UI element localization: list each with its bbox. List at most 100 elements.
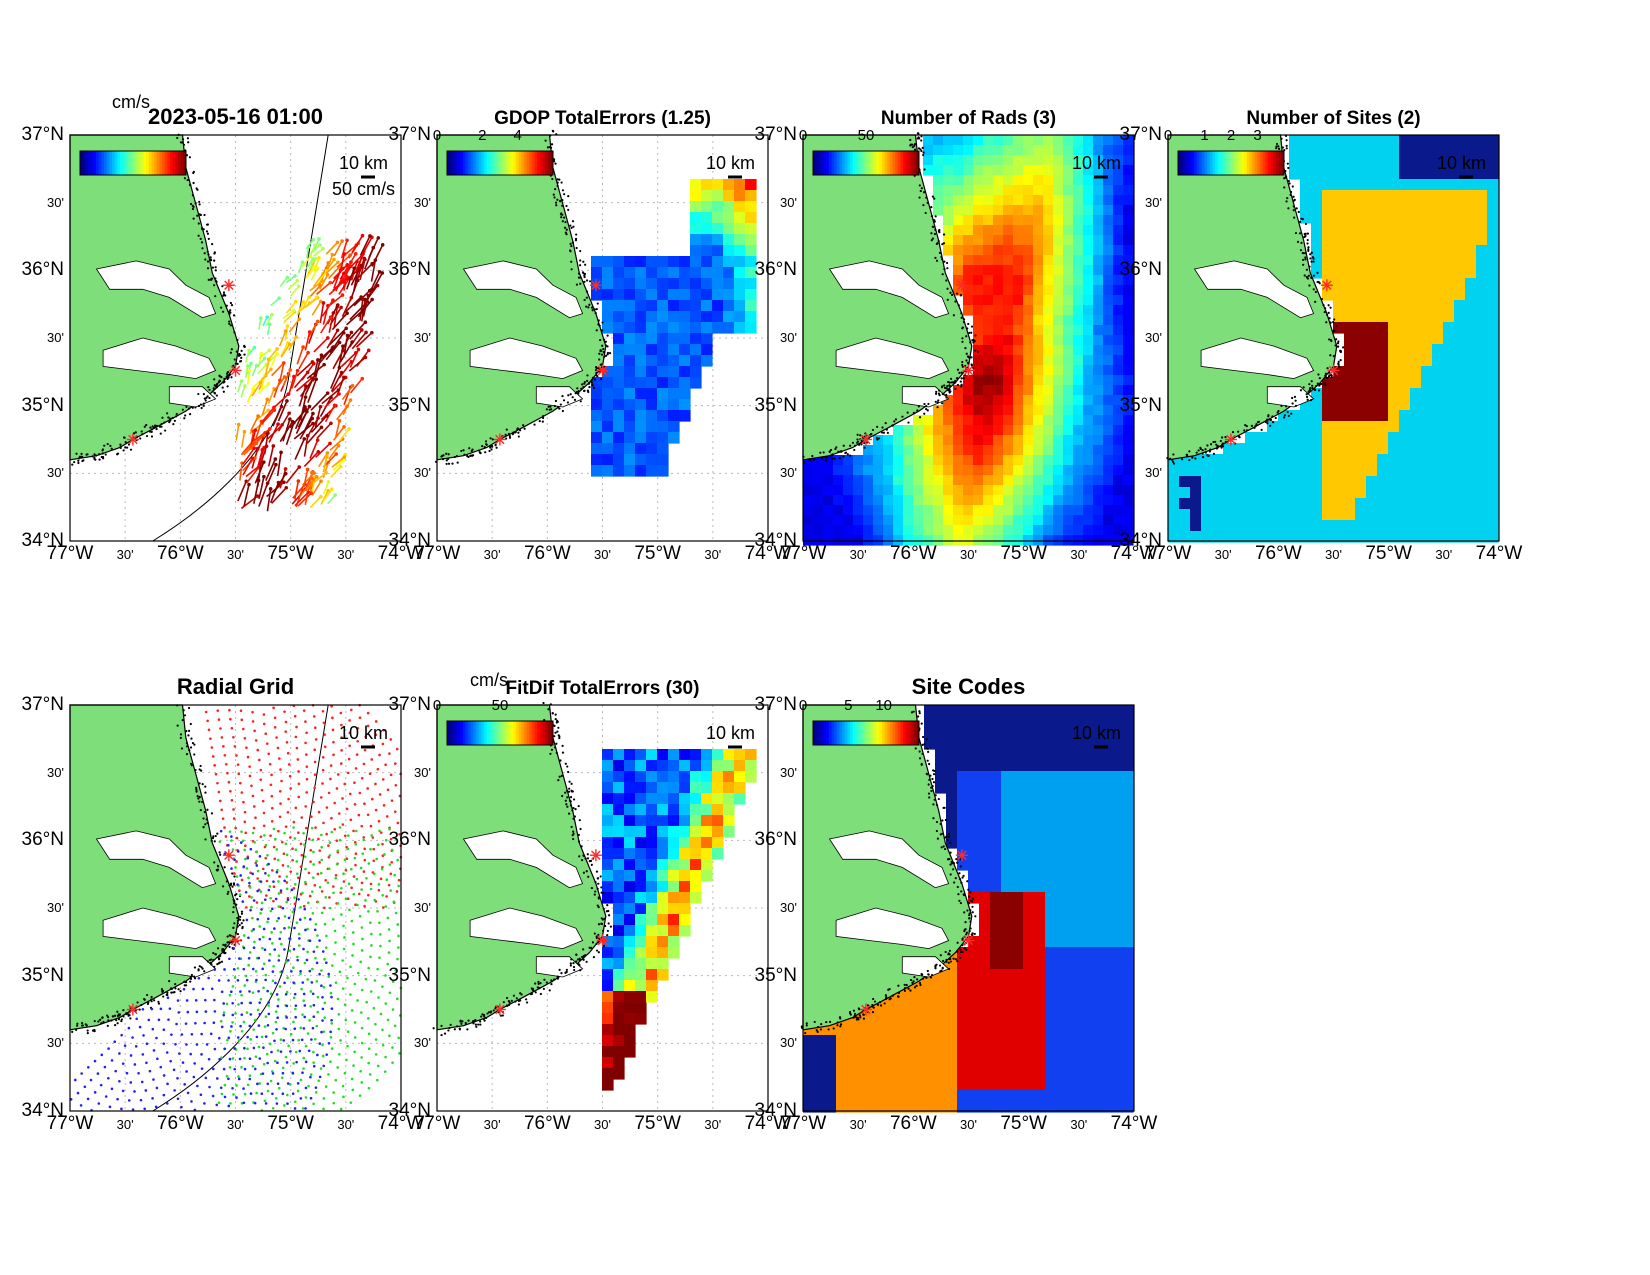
lon-tick-label: 76°W [523,1113,571,1134]
lon-tick-label: 30' [960,547,977,562]
lat-tick-label: 36°N [21,259,64,281]
colorbar-tick: 50 [491,697,509,714]
lat-tick-label: 36°N [21,829,64,851]
map-gdop [434,129,769,542]
radar-site-marker [493,1003,506,1016]
vector-scale-label: 50 cm/s [332,179,396,199]
colorbar [446,150,554,176]
units-label-fitdif: cm/s [470,670,508,690]
lon-tick-label: 30' [227,547,244,562]
lon-tick-label: 75°W [1365,543,1412,564]
colorbar-tick: 0 [798,127,808,144]
radar-site-marker [859,433,872,446]
lon-tick-label: 30' [1325,547,1342,562]
lat-tick-label: 30' [414,330,431,345]
lat-tick-label: 34°N [21,530,64,551]
colorbar-tick: 1 [1200,127,1209,144]
lon-tick-label: 76°W [1254,543,1302,564]
panel-title-nsites: Number of Sites (2) [1246,108,1421,129]
radar-site-marker [229,934,242,947]
lon-tick-label: 30' [960,1117,977,1132]
lat-tick-label: 30' [414,1035,431,1051]
lat-tick-label: 37°N [754,694,797,715]
lat-tick-label: 35°N [388,394,431,416]
radar-site-marker [962,934,975,947]
lat-tick-label: 30' [47,764,64,780]
lon-tick-label: 77°W [46,1113,94,1134]
colorbar [812,720,920,746]
lon-tick-label: 77°W [413,543,461,564]
radar-site-marker [1327,364,1340,377]
lat-tick-label: 37°N [21,124,64,145]
lat-tick-label: 34°N [388,530,431,551]
lat-tick-label: 36°N [1119,259,1162,281]
lon-tick-label: 77°W [779,543,827,564]
lon-tick-label: 75°W [1000,1113,1047,1134]
radar-site-marker [493,433,506,446]
lat-tick-label: 34°N [21,1100,64,1121]
colorbar-tick: 0 [798,697,808,714]
lon-tick-label: 74°W [1110,1113,1158,1134]
lat-tick-label: 34°N [1119,530,1162,551]
lon-tick-label: 75°W [267,1113,314,1134]
lat-tick-label: 36°N [388,829,431,851]
scale-bar-label: 10 km [1072,723,1122,743]
lon-tick-label: 75°W [634,543,681,564]
panel-title-fitdif: FitDif TotalErrors (30) [505,678,700,699]
lat-tick-label: 30' [780,465,797,481]
lat-tick-label: 30' [1145,465,1162,481]
lon-tick-label: 77°W [779,1113,827,1134]
lat-tick-label: 30' [1145,194,1162,210]
map-radial-grid [69,703,403,1112]
lat-tick-label: 30' [780,1035,797,1051]
lat-tick-label: 30' [1145,330,1162,345]
colorbar-tick: 3 [1253,127,1262,144]
scale-bar-label: 10 km [1072,153,1122,173]
colorbar-tick: 0 [432,697,442,714]
lat-tick-label: 35°N [21,394,64,416]
lat-tick-label: 30' [414,465,431,481]
lat-tick-label: 35°N [754,964,797,986]
radar-site-marker [955,849,968,862]
radar-site-marker [1320,279,1333,292]
lon-tick-label: 30' [483,547,501,562]
lon-tick-label: 30' [849,1117,867,1132]
lon-tick-label: 77°W [46,543,94,564]
panel-title-radial-grid: Radial Grid [176,674,295,699]
lat-tick-label: 37°N [388,124,431,145]
lon-tick-label: 74°W [1110,543,1158,564]
lon-tick-label: 30' [1070,547,1088,562]
lon-tick-label: 30' [116,547,134,562]
panel-title-currents: 2023-05-16 01:00 [148,104,323,129]
lat-tick-label: 37°N [21,694,64,715]
lat-tick-label: 35°N [21,964,64,986]
radar-site-marker [222,849,235,862]
lon-tick-label: 75°W [1000,543,1047,564]
radar-site-marker [955,279,968,292]
radar-site-marker [596,934,609,947]
radar-site-marker [229,364,242,377]
radar-site-marker [126,1003,139,1016]
lat-tick-label: 30' [47,465,64,481]
lon-tick-label: 30' [116,1117,134,1132]
lat-tick-label: 30' [47,330,64,345]
lon-tick-label: 30' [594,1117,611,1132]
lon-tick-label: 30' [227,1117,244,1132]
lat-tick-label: 30' [780,194,797,210]
radar-site-marker [589,849,602,862]
radar-site-marker [222,279,235,292]
scale-bar-label: 10 km [706,153,756,173]
radar-site-marker [589,279,602,292]
lon-tick-label: 30' [1435,547,1453,562]
lat-tick-label: 35°N [754,394,797,416]
scale-bar-label: 10 km [339,723,389,743]
colorbar [812,150,920,176]
lon-tick-label: 30' [849,547,867,562]
scale-bar-label: 10 km [706,723,756,743]
colorbar-tick: 10 [875,697,892,714]
colorbar-tick: 0 [432,127,442,144]
lon-tick-label: 30' [1214,547,1232,562]
lon-tick-label: 30' [704,1117,722,1132]
